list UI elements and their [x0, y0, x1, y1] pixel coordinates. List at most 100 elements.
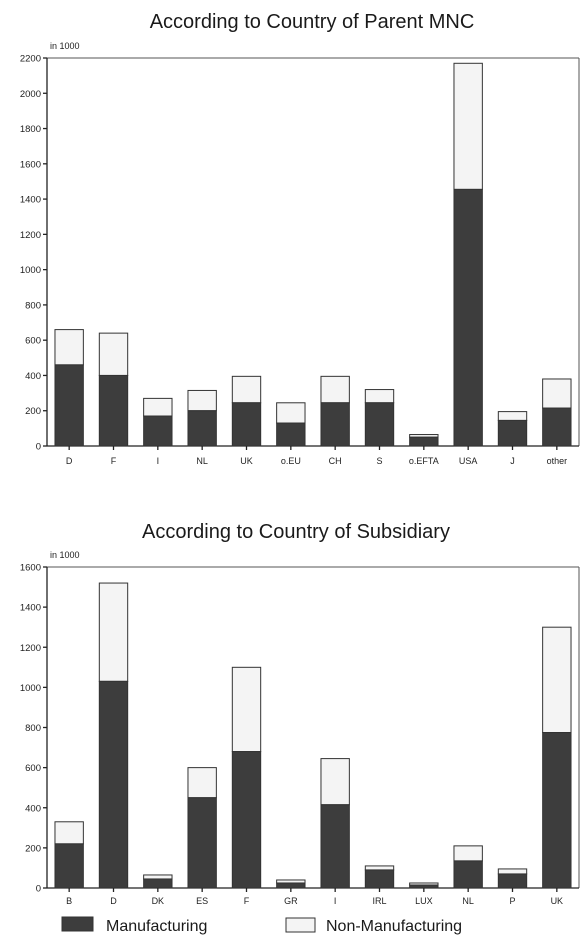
- bar-manufacturing-F: [98, 374, 129, 447]
- y-tick-label: 1200: [20, 230, 41, 241]
- bar-manufacturing-J: [497, 419, 528, 447]
- bar-manufacturing-ES: [187, 797, 217, 889]
- y-tick-label: 1400: [20, 603, 41, 614]
- bar-non-manufacturing-DK: [143, 874, 173, 880]
- x-tick-label: S: [376, 456, 382, 466]
- x-tick-label: UK: [551, 896, 564, 906]
- x-tick-label: I: [334, 896, 337, 906]
- bar-non-manufacturing-J: [497, 411, 528, 421]
- bar-non-manufacturing-I: [143, 397, 173, 417]
- subsidiary-chart: According to Country of Subsidiary in 10…: [20, 521, 580, 906]
- bar-manufacturing-F: [231, 751, 262, 889]
- x-tick-label: o.EU: [281, 456, 301, 466]
- bar-non-manufacturing-o.EU: [276, 402, 306, 424]
- x-tick-label: NL: [196, 456, 208, 466]
- bar-non-manufacturing-ES: [187, 767, 217, 799]
- x-tick-label: IRL: [372, 896, 386, 906]
- x-tick-label: CH: [329, 456, 342, 466]
- bar-manufacturing-o.EU: [276, 422, 306, 447]
- legend-swatch-non-manufacturing: [285, 917, 316, 933]
- bar-manufacturing-D: [54, 364, 84, 447]
- y-tick-label: 600: [25, 336, 41, 347]
- y-tick-label: 800: [25, 300, 41, 311]
- chart-title: According to Country of Parent MNC: [150, 11, 475, 33]
- legend: Manufacturing Non-Manufacturing: [61, 916, 462, 935]
- bar-manufacturing-I: [143, 415, 173, 447]
- bar-non-manufacturing-D: [98, 582, 129, 682]
- x-tick-label: USA: [459, 456, 478, 466]
- x-tick-label: P: [509, 896, 515, 906]
- bar-non-manufacturing-UK: [231, 375, 262, 404]
- bar-manufacturing-CH: [320, 402, 350, 447]
- x-tick-label: F: [111, 456, 117, 466]
- bar-non-manufacturing-NL: [187, 389, 217, 412]
- x-tick-label: GR: [284, 896, 298, 906]
- bar-manufacturing-NL: [187, 410, 217, 447]
- bar-non-manufacturing-CH: [320, 375, 350, 404]
- bar-manufacturing-NL: [453, 860, 483, 889]
- y-tick-label: 2000: [20, 89, 41, 100]
- bar-manufacturing-USA: [453, 188, 483, 447]
- bar-non-manufacturing-F: [231, 666, 262, 753]
- y-tick-label: 2200: [20, 54, 41, 65]
- legend-label-non-manufacturing: Non-Manufacturing: [326, 918, 462, 935]
- x-tick-label: D: [110, 896, 117, 906]
- x-tick-label: B: [66, 896, 72, 906]
- y-tick-label: 200: [25, 406, 41, 417]
- bar-manufacturing-GR: [276, 882, 306, 889]
- bar-non-manufacturing-NL: [453, 845, 483, 862]
- unit-label: in 1000: [50, 550, 80, 560]
- bar-non-manufacturing-S: [364, 389, 395, 404]
- y-tick-label: 400: [25, 803, 41, 814]
- bar-manufacturing-UK: [542, 732, 572, 889]
- bar-manufacturing-o.EFTA: [409, 436, 439, 447]
- x-tick-label: LUX: [415, 896, 433, 906]
- bar-non-manufacturing-D: [54, 329, 84, 366]
- x-tick-label: D: [66, 456, 73, 466]
- legend-swatch-manufacturing: [61, 916, 94, 932]
- chart-title: According to Country of Subsidiary: [142, 521, 450, 543]
- y-tick-label: 0: [36, 442, 41, 453]
- bar-manufacturing-IRL: [364, 869, 395, 889]
- unit-label: in 1000: [50, 41, 80, 51]
- x-tick-label: ES: [196, 896, 208, 906]
- y-tick-label: 800: [25, 723, 41, 734]
- y-tick-label: 1200: [20, 643, 41, 654]
- bar-manufacturing-LUX: [409, 884, 439, 889]
- bar-non-manufacturing-B: [54, 821, 84, 845]
- y-tick-label: 400: [25, 371, 41, 382]
- bar-manufacturing-P: [497, 873, 528, 889]
- y-tick-label: 0: [36, 884, 41, 895]
- bar-non-manufacturing-P: [497, 868, 528, 875]
- bar-manufacturing-other: [542, 407, 572, 447]
- x-tick-label: DK: [152, 896, 165, 906]
- y-tick-label: 600: [25, 763, 41, 774]
- bar-non-manufacturing-USA: [453, 62, 483, 190]
- bar-manufacturing-B: [54, 843, 84, 889]
- y-tick-label: 1600: [20, 563, 41, 574]
- bar-manufacturing-I: [320, 804, 350, 889]
- y-tick-label: 1400: [20, 195, 41, 206]
- bar-non-manufacturing-UK: [542, 626, 572, 734]
- x-tick-label: UK: [240, 456, 253, 466]
- legend-label-manufacturing: Manufacturing: [106, 918, 207, 935]
- x-tick-label: F: [244, 896, 250, 906]
- y-tick-label: 1600: [20, 159, 41, 170]
- parent-mnc-chart: According to Country of Parent MNC in 10…: [20, 11, 580, 466]
- bar-non-manufacturing-IRL: [364, 865, 395, 871]
- y-tick-label: 1000: [20, 265, 41, 276]
- x-tick-label: I: [157, 456, 160, 466]
- bar-manufacturing-S: [364, 402, 395, 447]
- bar-non-manufacturing-F: [98, 332, 129, 376]
- x-tick-label: NL: [462, 896, 474, 906]
- x-tick-label: o.EFTA: [409, 456, 439, 466]
- bar-manufacturing-D: [98, 680, 129, 889]
- x-tick-label: other: [547, 456, 568, 466]
- bar-non-manufacturing-other: [542, 378, 572, 409]
- bar-manufacturing-UK: [231, 402, 262, 447]
- bar-manufacturing-DK: [143, 878, 173, 889]
- y-tick-label: 200: [25, 843, 41, 854]
- y-tick-label: 1000: [20, 683, 41, 694]
- y-tick-label: 1800: [20, 124, 41, 135]
